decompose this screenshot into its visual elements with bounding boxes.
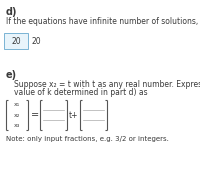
Text: 20: 20 bbox=[11, 37, 21, 46]
Text: x₃: x₃ bbox=[14, 123, 20, 128]
Text: If the equations have infinite number of solutions, determine the value of k =: If the equations have infinite number of… bbox=[6, 18, 200, 26]
Text: e): e) bbox=[6, 70, 17, 80]
Text: x₂: x₂ bbox=[14, 113, 20, 118]
Text: t+: t+ bbox=[69, 111, 78, 120]
Text: Note: only input fractions, e.g. 3/2 or integers.: Note: only input fractions, e.g. 3/2 or … bbox=[6, 136, 169, 142]
Text: 20: 20 bbox=[32, 37, 42, 46]
Text: Suppose x₂ = t with t as any real number. Express the infinite solutions for the: Suppose x₂ = t with t as any real number… bbox=[14, 80, 200, 89]
Text: x₁: x₁ bbox=[14, 102, 20, 107]
Text: d): d) bbox=[6, 7, 18, 17]
Text: value of k determined in part d) as: value of k determined in part d) as bbox=[14, 88, 148, 97]
Text: =: = bbox=[31, 110, 39, 120]
